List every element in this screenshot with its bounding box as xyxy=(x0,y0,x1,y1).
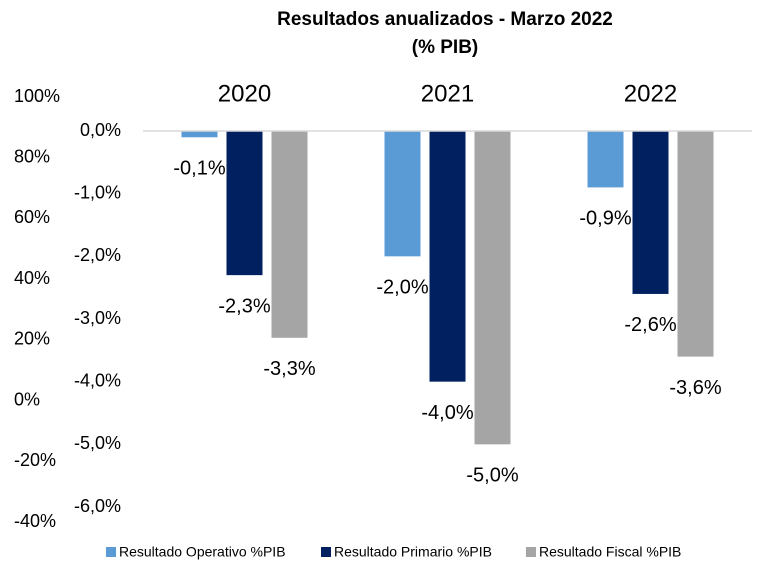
x-tick-label: 2021 xyxy=(421,80,474,107)
legend-label: Resultado Operativo %PIB xyxy=(119,544,286,560)
bar xyxy=(429,131,466,382)
y-tick-label: -5,0% xyxy=(74,433,121,453)
value-label: -0,9% xyxy=(579,208,631,230)
bar xyxy=(226,131,263,276)
legend-swatch xyxy=(321,547,331,557)
legend-swatch xyxy=(526,547,536,557)
legend-swatch xyxy=(106,547,116,557)
y-tick-label: 0,0% xyxy=(80,120,121,140)
bar xyxy=(181,131,218,138)
y2-tick-label: 60% xyxy=(14,207,50,227)
value-label: -3,6% xyxy=(669,377,721,399)
legend-label: Resultado Primario %PIB xyxy=(334,544,492,560)
bar xyxy=(474,131,511,445)
legend-label: Resultado Fiscal %PIB xyxy=(539,544,681,560)
y-tick-label: -4,0% xyxy=(74,370,121,390)
y-tick-label: -3,0% xyxy=(74,308,121,328)
value-label: -0,1% xyxy=(173,158,225,180)
value-label: -2,3% xyxy=(218,295,270,317)
value-label: -3,3% xyxy=(263,358,315,380)
x-tick-label: 2022 xyxy=(624,80,677,107)
y-tick-label: -2,0% xyxy=(74,245,121,265)
value-label: -4,0% xyxy=(421,402,473,424)
chart-title: Resultados anualizados - Marzo 2022 xyxy=(277,9,613,30)
bar xyxy=(384,131,421,257)
value-label: -5,0% xyxy=(466,465,518,487)
y-tick-label: -6,0% xyxy=(74,496,121,516)
bar xyxy=(677,131,714,357)
y2-tick-label: 100% xyxy=(14,86,60,106)
y2-tick-label: 0% xyxy=(14,389,40,409)
chart-subtitle: (% PIB) xyxy=(412,37,479,58)
x-tick-label: 2020 xyxy=(218,80,271,107)
y2-tick-label: -40% xyxy=(14,511,56,531)
value-label: -2,6% xyxy=(624,314,676,336)
bar xyxy=(632,131,669,294)
bar xyxy=(271,131,308,338)
y2-tick-label: 20% xyxy=(14,329,50,349)
value-label: -2,0% xyxy=(376,277,428,299)
bar xyxy=(587,131,624,188)
y2-tick-label: -20% xyxy=(14,450,56,470)
y2-tick-label: 80% xyxy=(14,146,50,166)
y2-tick-label: 40% xyxy=(14,268,50,288)
y-tick-label: -1,0% xyxy=(74,182,121,202)
